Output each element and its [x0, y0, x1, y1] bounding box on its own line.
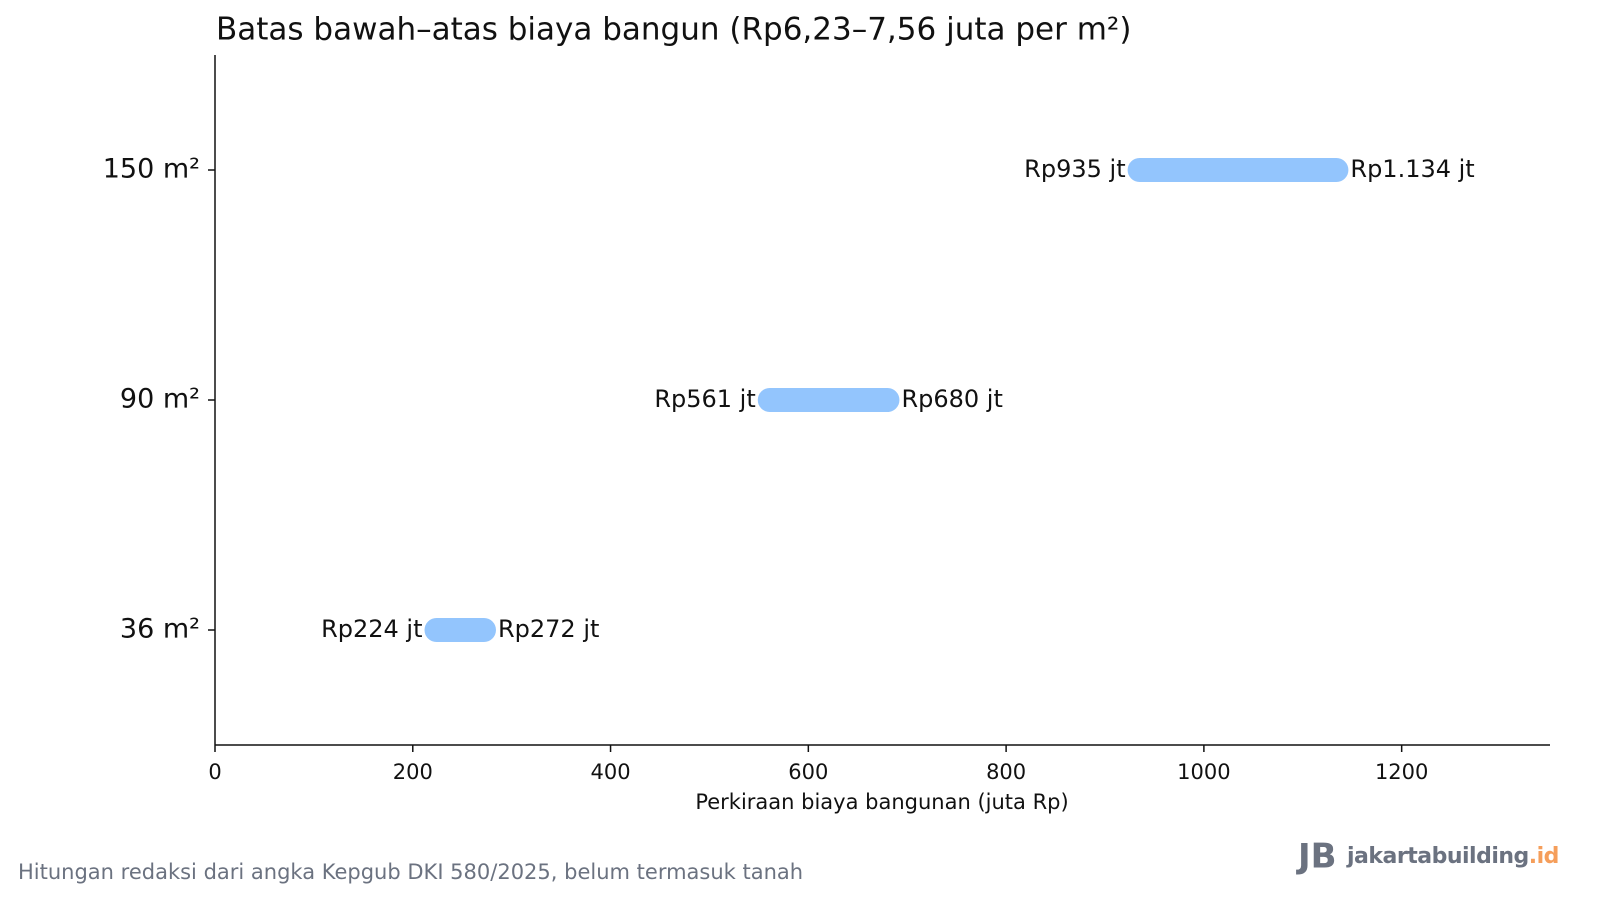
start-label: Rp935 jt	[1024, 155, 1125, 183]
logo-mark: JB	[1296, 837, 1337, 877]
x-tick-label: 1200	[1375, 760, 1428, 784]
start-label: Rp224 jt	[321, 615, 422, 643]
x-tick-label: 1000	[1177, 760, 1230, 784]
end-label: Rp1.134 jt	[1350, 155, 1474, 183]
logo: JB jakartabuilding.id	[1296, 837, 1559, 877]
logo-text: jakartabuilding.id	[1346, 844, 1559, 869]
y-tick-label: 90 m²	[120, 384, 200, 415]
x-axis-label: Perkiraan biaya bangunan (juta Rp)	[695, 790, 1068, 814]
x-tick-label: 400	[591, 760, 631, 784]
x-tick-label: 200	[393, 760, 433, 784]
y-tick-label: 36 m²	[120, 614, 200, 645]
footnote: Hitungan redaksi dari angka Kepgub DKI 5…	[18, 860, 803, 884]
end-label: Rp272 jt	[498, 615, 599, 643]
x-tick-label: 600	[788, 760, 828, 784]
y-tick-label: 150 m²	[103, 154, 200, 185]
start-label: Rp561 jt	[654, 385, 755, 413]
logo-suffix: .id	[1529, 844, 1559, 869]
logo-name: jakartabuilding	[1346, 844, 1529, 869]
chart-title: Batas bawah–atas biaya bangun (Rp6,23–7,…	[216, 12, 1131, 48]
x-tick-label: 0	[208, 760, 221, 784]
x-tick-label: 800	[986, 760, 1026, 784]
end-label: Rp680 jt	[901, 385, 1002, 413]
